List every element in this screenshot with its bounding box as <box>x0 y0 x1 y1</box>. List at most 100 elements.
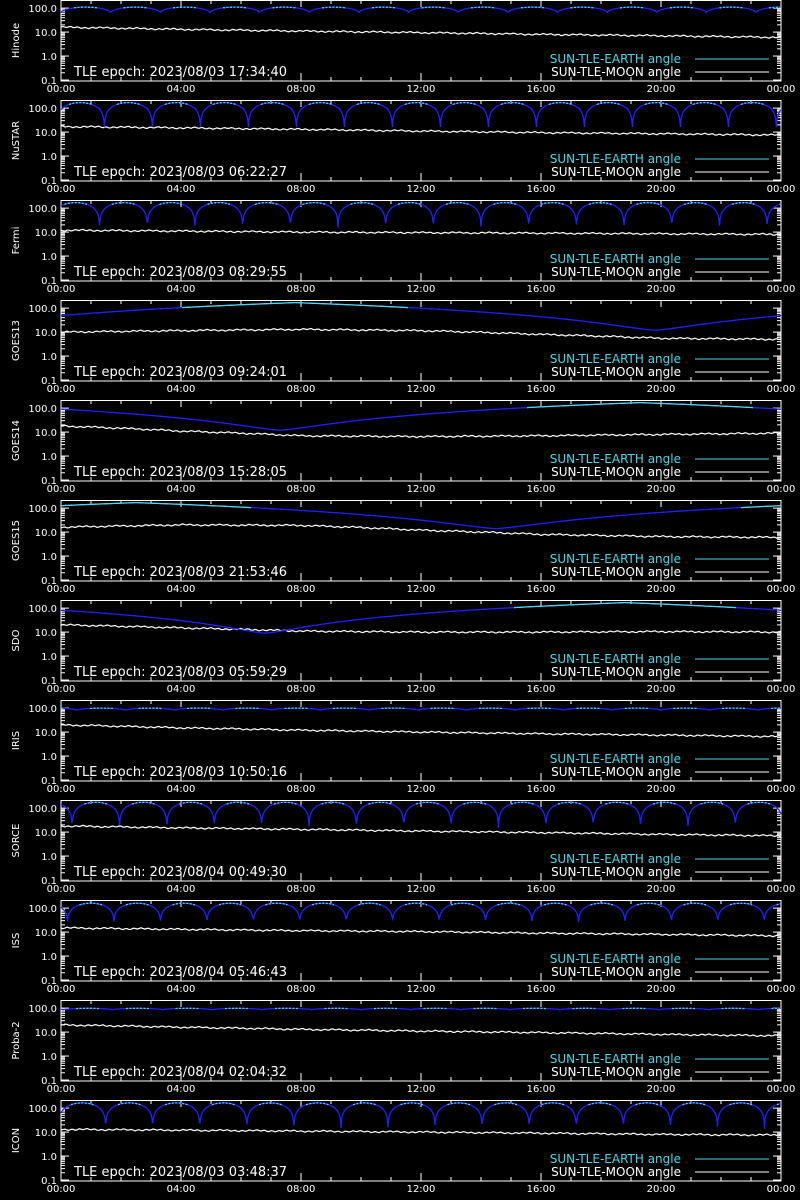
y-tick-label: 100.0 <box>28 704 57 715</box>
x-tick-label: 08:00 <box>287 184 316 195</box>
legend-moon-label: SUN-TLE-MOON angle <box>551 865 681 879</box>
y-tick-label: 1.0 <box>41 352 57 363</box>
y-tick-label: 0.1 <box>41 1176 57 1187</box>
legend-earth-label: SUN-TLE-EARTH angle <box>550 752 681 766</box>
y-tick-label: 0.1 <box>41 1076 57 1087</box>
panel-goes14: 100.010.01.00.100:00 04:00 08:00 12:00 16:00… <box>11 400 795 495</box>
x-tick-label: 00:00 <box>767 184 796 195</box>
x-tick-label: 04:00 <box>167 184 196 195</box>
x-tick-label: 00:00 <box>47 84 76 95</box>
earth-angle-line <box>60 601 781 634</box>
x-tick-label: 20:00 <box>647 984 676 995</box>
x-tick-label: 00:00 <box>47 584 76 595</box>
x-tick-label: 12:00 <box>407 584 436 595</box>
legend-moon-label: SUN-TLE-MOON angle <box>551 565 681 579</box>
y-tick-label: 100.0 <box>28 1004 57 1015</box>
y-tick-label: 10.0 <box>35 1128 57 1139</box>
moon-angle-line <box>60 125 782 137</box>
x-tick-label: 04:00 <box>167 684 196 695</box>
y-tick-label: 10.0 <box>35 128 57 139</box>
y-tick-label: 10.0 <box>35 328 57 339</box>
tle-epoch-label: TLE epoch: 2023/08/04 02:04:32 <box>73 1065 287 1080</box>
y-tick-label: 0.1 <box>41 676 57 687</box>
y-tick-label: 100.0 <box>28 4 57 15</box>
x-tick-label: 00:00 <box>767 1184 796 1195</box>
y-tick-label: 0.1 <box>41 876 57 887</box>
y-tick-label: 10.0 <box>35 928 57 939</box>
x-tick-label: 08:00 <box>287 84 316 95</box>
x-tick-label: 00:00 <box>47 484 76 495</box>
x-tick-label: 12:00 <box>407 184 436 195</box>
y-tick-label: 0.1 <box>41 76 57 87</box>
y-tick-label: 10.0 <box>35 628 57 639</box>
legend-earth-label: SUN-TLE-EARTH angle <box>550 352 681 366</box>
satellite-name: Proba-2 <box>11 1021 22 1059</box>
moon-angle-line <box>60 1127 782 1137</box>
y-tick-label: 1.0 <box>41 752 57 763</box>
panel-sdo: 100.010.01.00.100:00 04:00 08:00 12:00 16:00… <box>11 600 795 695</box>
y-tick-label: 1.0 <box>41 52 57 63</box>
x-tick-label: 04:00 <box>167 884 196 895</box>
y-tick-label: 10.0 <box>35 228 57 239</box>
x-tick-label: 12:00 <box>407 284 436 295</box>
earth-angle-line <box>60 6 781 14</box>
moon-angle-line <box>60 25 782 39</box>
earth-angle-sunlit <box>79 902 781 906</box>
x-tick-label: 16:00 <box>527 1184 556 1195</box>
tle-epoch-label: TLE epoch: 2023/08/04 00:49:30 <box>73 865 287 880</box>
y-tick-label: 100.0 <box>28 104 57 115</box>
satellite-name: Hinode <box>11 23 22 58</box>
y-tick-label: 100.0 <box>28 804 57 815</box>
y-tick-label: 1.0 <box>41 452 57 463</box>
legend-moon-label: SUN-TLE-MOON angle <box>551 1065 681 1079</box>
x-tick-label: 16:00 <box>527 384 556 395</box>
legend-moon-label: SUN-TLE-MOON angle <box>551 65 681 79</box>
panel-iris: 100.010.01.00.100:00 04:00 08:00 12:00 16:00… <box>11 700 796 795</box>
y-tick-label: 1.0 <box>41 852 57 863</box>
y-tick-label: 10.0 <box>35 728 57 739</box>
tle-epoch-label: TLE epoch: 2023/08/03 08:29:55 <box>73 265 287 280</box>
legend-moon-label: SUN-TLE-MOON angle <box>551 265 681 279</box>
moon-angle-line <box>60 523 782 539</box>
earth-angle-line <box>60 1102 782 1129</box>
x-tick-label: 20:00 <box>647 184 676 195</box>
x-tick-label: 16:00 <box>527 884 556 895</box>
satellite-name: GOES14 <box>11 420 22 461</box>
legend-earth-label: SUN-TLE-EARTH angle <box>550 52 681 66</box>
legend-moon-label: SUN-TLE-MOON angle <box>551 465 681 479</box>
earth-angle-sunlit <box>70 1102 782 1106</box>
x-tick-label: 00:00 <box>47 284 76 295</box>
moon-angle-line <box>60 824 782 838</box>
y-tick-label: 1.0 <box>41 952 57 963</box>
x-tick-label: 00:00 <box>767 784 796 795</box>
x-tick-label: 16:00 <box>527 584 556 595</box>
x-tick-label: 00:00 <box>47 784 76 795</box>
moon-angle-line <box>60 1023 782 1038</box>
x-tick-label: 08:00 <box>287 784 316 795</box>
y-tick-label: 1.0 <box>41 652 57 663</box>
y-tick-label: 10.0 <box>35 828 57 839</box>
moon-angle-line <box>61 723 782 738</box>
x-tick-label: 04:00 <box>167 284 196 295</box>
earth-angle-sunlit <box>73 6 781 9</box>
x-tick-label: 04:00 <box>167 584 196 595</box>
y-tick-label: 0.1 <box>41 476 57 487</box>
legend-earth-label: SUN-TLE-EARTH angle <box>550 852 681 866</box>
x-tick-label: 12:00 <box>407 1184 436 1195</box>
x-tick-label: 08:00 <box>287 584 316 595</box>
x-tick-label: 00:00 <box>767 984 796 995</box>
x-tick-label: 08:00 <box>287 384 316 395</box>
x-tick-label: 12:00 <box>407 684 436 695</box>
x-tick-label: 20:00 <box>647 284 676 295</box>
x-tick-label: 12:00 <box>407 1084 436 1095</box>
y-tick-label: 100.0 <box>28 504 57 515</box>
x-tick-label: 16:00 <box>527 984 556 995</box>
legend-moon-label: SUN-TLE-MOON angle <box>551 965 681 979</box>
tle-epoch-label: TLE epoch: 2023/08/03 17:34:40 <box>73 65 287 80</box>
earth-angle-sunlit <box>84 801 771 805</box>
y-tick-label: 100.0 <box>28 304 57 315</box>
x-tick-label: 00:00 <box>767 584 796 595</box>
y-tick-label: 1.0 <box>41 1052 57 1063</box>
y-tick-label: 1.0 <box>41 552 57 563</box>
panel-nustar: 100.010.01.00.100:00 04:00 08:00 12:00 16:00… <box>11 100 796 195</box>
